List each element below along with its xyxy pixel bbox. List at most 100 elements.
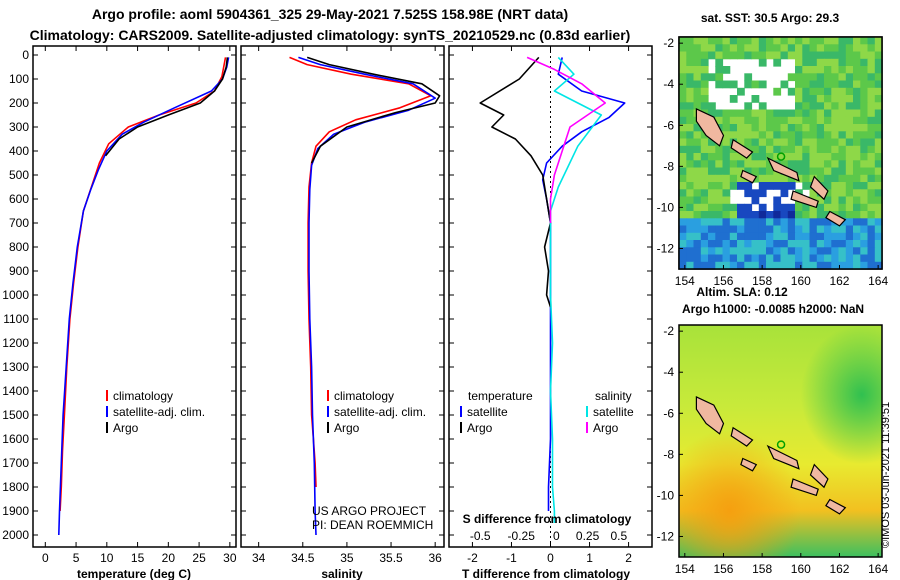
sst-cell: [751, 247, 760, 256]
x-tick-label: 20: [162, 551, 176, 565]
legend-satellite-label: satellite-adj. clim.: [334, 405, 426, 419]
y-tick-label: 200: [9, 96, 29, 110]
sst-cell: [729, 80, 738, 89]
sst-cell: [700, 73, 709, 82]
sst-cell: [751, 211, 760, 219]
sst-cell: [686, 131, 695, 140]
y-tick-label: 0: [22, 48, 29, 62]
sst-cell: [809, 247, 818, 256]
map-y-tick-label: -2: [663, 36, 674, 50]
sst-cell: [780, 225, 789, 234]
sst-cell: [758, 160, 767, 169]
sst-cell: [708, 254, 716, 263]
title-line-2: Climatology: CARS2009. Satellite-adjuste…: [29, 27, 631, 43]
sst-cell: [744, 232, 753, 241]
sst-cell: [722, 182, 731, 190]
sst-cell: [722, 232, 731, 241]
sst-cell: [860, 167, 869, 176]
sst-cell: [838, 174, 847, 183]
sst-cell: [831, 232, 840, 241]
sst-cell: [766, 145, 774, 154]
sst-cell: [729, 218, 738, 227]
sst-cell: [780, 254, 789, 263]
sst-cell: [715, 247, 724, 256]
sst-cell: [708, 153, 716, 161]
sst-cell: [831, 174, 840, 183]
sst-cell: [853, 58, 861, 67]
sst-cell: [729, 131, 738, 140]
sst-cell: [809, 73, 818, 82]
sst-cell: [729, 160, 738, 169]
sst-cell: [824, 160, 832, 169]
x-tick-label: 0: [42, 551, 49, 565]
sst-cell: [845, 196, 854, 205]
sst-cell: [693, 145, 702, 154]
sst-cell: [693, 232, 702, 241]
argo-position-marker: [776, 152, 786, 161]
y-tick-label: 1500: [2, 408, 29, 422]
sst-cell: [816, 196, 825, 205]
sst-cell: [816, 153, 825, 161]
sst-cell: [795, 95, 803, 103]
sst-cell: [831, 124, 840, 132]
sst-cell: [715, 167, 724, 176]
map-y-tick-label: -10: [657, 488, 675, 502]
sst-cell: [744, 138, 753, 147]
secondary-x-tick-label: 0.25: [576, 529, 600, 543]
sst-cell: [802, 80, 811, 89]
sst-cell: [780, 218, 789, 227]
series-satellite-adj-clim-: [298, 56, 436, 536]
sst-cell: [874, 160, 883, 169]
x-tick-label: 36: [428, 551, 442, 565]
sst-cell: [679, 211, 687, 219]
sst-cell: [867, 37, 876, 45]
sst-cell: [751, 218, 760, 227]
series-temperature-satellite: [541, 57, 626, 511]
sst-cell: [773, 232, 782, 241]
sst-cell: [700, 145, 709, 154]
legend-t-argo-label: Argo: [467, 421, 493, 435]
y-tick-label: 700: [9, 216, 29, 230]
sst-cell: [758, 167, 767, 176]
sst-cell: [874, 254, 883, 263]
sst-cell: [831, 182, 840, 190]
sst-cell: [824, 73, 832, 82]
sst-cell: [795, 203, 803, 212]
sst-cell: [787, 211, 796, 219]
map-x-tick-label: 154: [675, 274, 695, 288]
sst-cell: [715, 153, 724, 161]
sst-cell: [795, 102, 803, 111]
sst-cell: [729, 109, 738, 118]
sst-cell: [700, 254, 709, 263]
sst-cell: [802, 174, 811, 183]
sst-cell: [860, 44, 869, 53]
sst-cell: [831, 37, 840, 45]
sst-cell: [686, 116, 695, 125]
sst-cell: [816, 51, 825, 60]
sst-cell: [845, 232, 854, 241]
sst-cell: [758, 189, 767, 198]
sst-cell: [700, 87, 709, 96]
y-tick-label: 1200: [2, 336, 29, 350]
sst-cell: [838, 196, 847, 205]
sst-cell: [860, 240, 869, 248]
sst-cell: [722, 247, 731, 256]
sst-cell: [773, 37, 782, 45]
sst-cell: [795, 211, 803, 219]
sst-cell: [787, 160, 796, 169]
sst-cell: [715, 261, 724, 270]
sst-cell: [722, 218, 731, 227]
island-shape: [825, 498, 847, 515]
sst-cell: [831, 87, 840, 96]
map-y-tick-label: -8: [663, 159, 674, 173]
island-shape: [790, 478, 819, 497]
sst-cell: [744, 189, 753, 198]
sst-cell: [787, 232, 796, 241]
sst-cell: [860, 73, 869, 82]
sst-cell: [831, 189, 840, 198]
sst-cell: [853, 51, 861, 60]
sst-cell: [867, 174, 876, 183]
sst-cell: [737, 182, 745, 190]
sst-cell: [831, 44, 840, 53]
sst-cell: [831, 131, 840, 140]
